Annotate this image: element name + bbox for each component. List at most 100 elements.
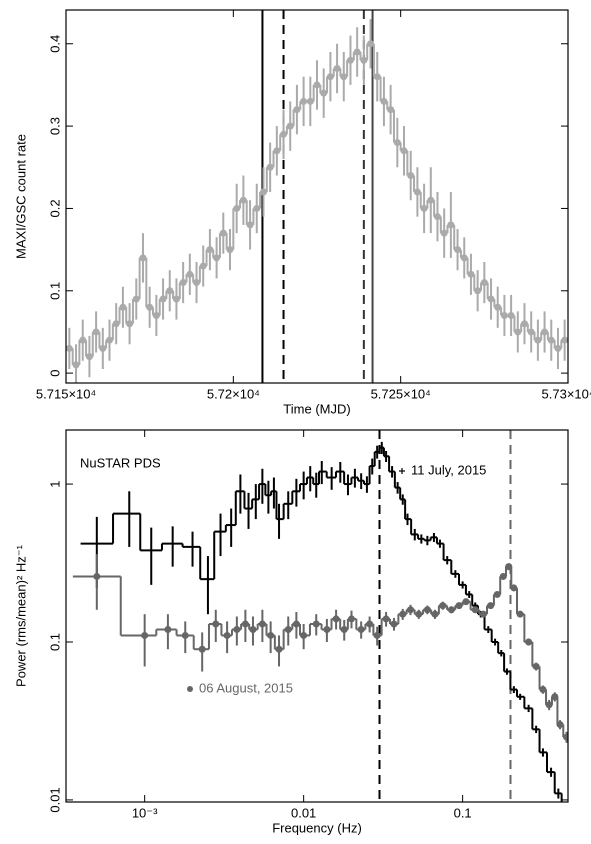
x-tick-label: 5.725×10⁴ (371, 386, 431, 401)
data-point (212, 620, 220, 628)
data-point (494, 303, 502, 311)
data-point (198, 645, 206, 653)
data-point (72, 361, 80, 369)
data-point (323, 625, 331, 633)
data-point (213, 254, 221, 262)
y-tick-label: 0.1 (47, 633, 62, 651)
x-tick-label: 10⁻³ (132, 805, 158, 820)
data-point (562, 733, 568, 741)
annotation: NuSTAR PDS (80, 455, 161, 470)
data-point (132, 295, 140, 303)
data-point (514, 328, 522, 336)
data-point (525, 638, 533, 646)
data-point (545, 701, 553, 709)
data-point (507, 311, 515, 319)
data-point (439, 602, 447, 610)
data-point (460, 254, 468, 262)
plot-area (66, 10, 568, 383)
y-tick-label: 1 (47, 480, 62, 487)
x-axis-title: Frequency (Hz) (272, 820, 362, 835)
data-point (300, 97, 308, 105)
data-point (380, 97, 388, 105)
data-point (420, 204, 428, 212)
data-point (152, 311, 160, 319)
data-point (340, 73, 348, 81)
data-point (66, 344, 73, 352)
data-point (373, 73, 381, 81)
data-point (556, 721, 564, 729)
data-point (340, 625, 348, 633)
data-point (462, 598, 470, 606)
data-point (373, 631, 381, 639)
data-point (407, 606, 415, 614)
y-axis-title: Power (rms/mean)² Hz⁻¹ (13, 544, 28, 687)
data-point (454, 246, 462, 254)
data-point (415, 610, 423, 618)
data-point (186, 270, 194, 278)
data-point (146, 303, 154, 311)
data-point (547, 336, 555, 344)
data-point (241, 620, 249, 628)
data-point (320, 89, 328, 97)
data-point (258, 620, 266, 628)
data-point (286, 122, 294, 130)
data-point (267, 631, 275, 639)
data-point (273, 147, 281, 155)
data-point (427, 196, 435, 204)
y-tick-label: 0.01 (47, 787, 62, 812)
data-point (179, 279, 187, 287)
data-point (239, 196, 247, 204)
data-point (455, 602, 463, 610)
data-point (275, 645, 283, 653)
data-point (126, 320, 134, 328)
plot-frame (65, 9, 569, 384)
y-tick-label: 0.2 (47, 199, 62, 217)
data-point (366, 620, 374, 628)
data-point (510, 584, 518, 592)
legend-label: 06 August, 2015 (199, 680, 293, 695)
data-point (399, 610, 407, 618)
data-point (99, 344, 107, 352)
data-point (474, 287, 482, 295)
data-point (346, 56, 354, 64)
data-point (300, 631, 308, 639)
x-tick-label: 5.73×10⁴ (542, 386, 591, 401)
data-point (246, 221, 254, 229)
data-point (348, 615, 356, 623)
data-point (423, 606, 431, 614)
data-point (199, 262, 207, 270)
data-point (527, 328, 535, 336)
data-point (223, 631, 231, 639)
data-point (106, 336, 114, 344)
data-point (259, 188, 267, 196)
plot-area (72, 430, 568, 802)
data-point (139, 254, 147, 262)
data-point (447, 221, 455, 229)
data-point (306, 97, 314, 105)
data-point (433, 213, 441, 221)
data-point (499, 572, 507, 580)
data-point (141, 631, 149, 639)
legend-marker (187, 686, 193, 692)
data-point (520, 320, 528, 328)
data-point (79, 336, 87, 344)
legend-label: 11 July, 2015 (411, 462, 486, 477)
y-tick-label: 0.4 (47, 35, 62, 53)
data-point (280, 130, 288, 138)
data-point (326, 73, 334, 81)
x-tick-label: 0.01 (291, 805, 316, 820)
data-point (532, 662, 540, 670)
data-point (92, 328, 100, 336)
data-point (393, 139, 401, 147)
data-point (360, 56, 368, 64)
data-point (206, 246, 214, 254)
x-tick-label: 5.72×10⁴ (207, 386, 260, 401)
data-point (561, 336, 568, 344)
x-axis-title: Time (MJD) (283, 401, 350, 416)
data-point (440, 229, 448, 237)
plot-frame (65, 429, 569, 803)
data-point (390, 620, 398, 628)
data-point (226, 246, 234, 254)
data-point (471, 606, 479, 614)
